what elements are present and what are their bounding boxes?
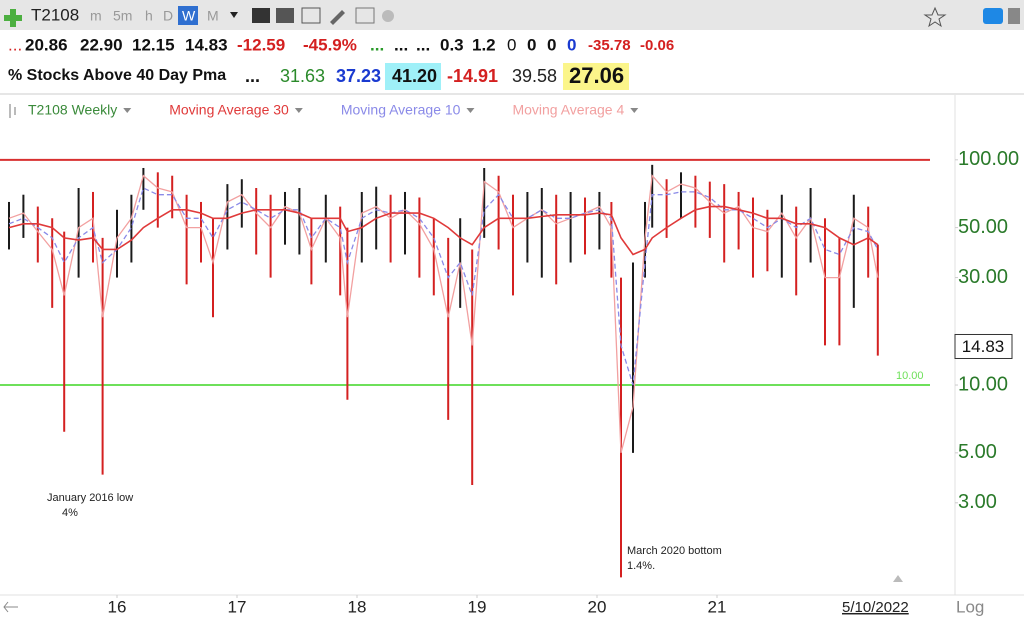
quote-value: -0.06 [640, 37, 674, 54]
icon[interactable] [382, 10, 394, 22]
quote-value: 0 [527, 35, 536, 54]
legend-entry[interactable]: Moving Average 30 [169, 102, 289, 118]
legend-dropdown[interactable] [294, 108, 303, 113]
quote-value: ... [8, 35, 22, 54]
legend-dropdown[interactable] [630, 108, 639, 113]
scale-button[interactable]: Log [956, 597, 984, 616]
indicator-value: 27.06 [569, 63, 624, 88]
quote-value: ... [416, 35, 430, 54]
star-icon[interactable] [923, 6, 947, 28]
last-value-box [954, 333, 1013, 359]
scroll-icon[interactable] [3, 601, 18, 613]
dropdown[interactable] [230, 12, 238, 18]
timeframe[interactable]: M [207, 8, 219, 24]
timeframe[interactable]: m [90, 8, 102, 24]
quote-value: 0.3 [440, 35, 464, 54]
indicator-name: % Stocks Above 40 Day Pma [8, 67, 226, 84]
x-tick-label: 18 [348, 597, 367, 616]
legend-dropdown[interactable] [466, 108, 475, 113]
legend-entry[interactable]: Moving Average 4 [512, 102, 624, 118]
icon[interactable] [252, 8, 270, 23]
y-tick-label: 50.00 [958, 216, 1008, 238]
x-tick-label: 19 [468, 597, 487, 616]
x-tick-label: 20 [588, 597, 607, 616]
legend-dropdown[interactable] [123, 108, 132, 113]
timeframe[interactable]: D [163, 8, 173, 24]
icon[interactable] [1008, 8, 1020, 24]
quote-value: 0 [567, 35, 576, 54]
y-tick-label: 100.00 [958, 148, 1019, 170]
y-tick-label: 3.00 [958, 491, 997, 513]
indicator-value: 37.23 [336, 66, 381, 86]
quote-value: 12.15 [132, 35, 175, 54]
value-highlight [385, 63, 441, 90]
quote-value: 1.2 [472, 35, 496, 54]
x-tick-label: 16 [108, 597, 127, 616]
annotation: January 2016 low [47, 492, 133, 504]
icon[interactable] [276, 8, 294, 23]
indicator-value: 41.20 [392, 66, 437, 86]
quote-value: 22.90 [80, 35, 123, 54]
toolbar [0, 0, 1024, 30]
icon[interactable] [330, 10, 345, 25]
moving-average [8, 187, 879, 386]
legend-icon [9, 104, 16, 118]
annotation: 4% [62, 507, 78, 519]
indicator-value: ... [245, 66, 260, 86]
icon[interactable] [983, 8, 1003, 24]
value-highlight [563, 63, 629, 90]
quote-value: 14.83 [185, 35, 228, 54]
icon[interactable] [301, 7, 321, 24]
quote-value: -45.9% [303, 35, 357, 54]
quote-value: 0 [507, 35, 516, 54]
quote-value: -12.59 [237, 35, 285, 54]
add-icon[interactable] [4, 9, 22, 27]
date-label: 5/10/2022 [842, 599, 909, 616]
annotation: March 2020 bottom [627, 545, 722, 557]
timeframe[interactable]: 5m [113, 8, 132, 24]
quote-value: 20.86 [25, 35, 68, 54]
y-tick-label: 30.00 [958, 266, 1008, 288]
indicator-value: 31.63 [280, 66, 325, 86]
legend-entry[interactable]: Moving Average 10 [341, 102, 461, 118]
y-tick-label: 5.00 [958, 441, 997, 463]
timeframe[interactable]: h [145, 8, 153, 24]
quote-value: ... [370, 35, 384, 54]
indicator-value: 39.58 [512, 66, 557, 86]
symbol[interactable]: T2108 [31, 5, 79, 24]
quote-value: -35.78 [588, 37, 631, 54]
quote-value: ... [394, 35, 408, 54]
x-tick-label: 17 [228, 597, 247, 616]
reference-label: 10.00 [896, 370, 924, 382]
quote-value: 0 [547, 35, 556, 54]
moving-average [8, 174, 879, 453]
timeframe-active [178, 6, 198, 25]
last-value: 14.83 [962, 337, 1005, 356]
icon[interactable] [355, 7, 375, 24]
indicator-value: -14.91 [447, 66, 498, 86]
scroll-icon[interactable] [893, 575, 903, 582]
legend-entry[interactable]: T2108 Weekly [28, 102, 117, 118]
y-tick-label: 10.00 [958, 373, 1008, 395]
x-tick-label: 21 [708, 597, 727, 616]
timeframe[interactable]: W [182, 8, 196, 24]
annotation: 1.4%. [627, 560, 655, 572]
moving-average [8, 205, 879, 256]
